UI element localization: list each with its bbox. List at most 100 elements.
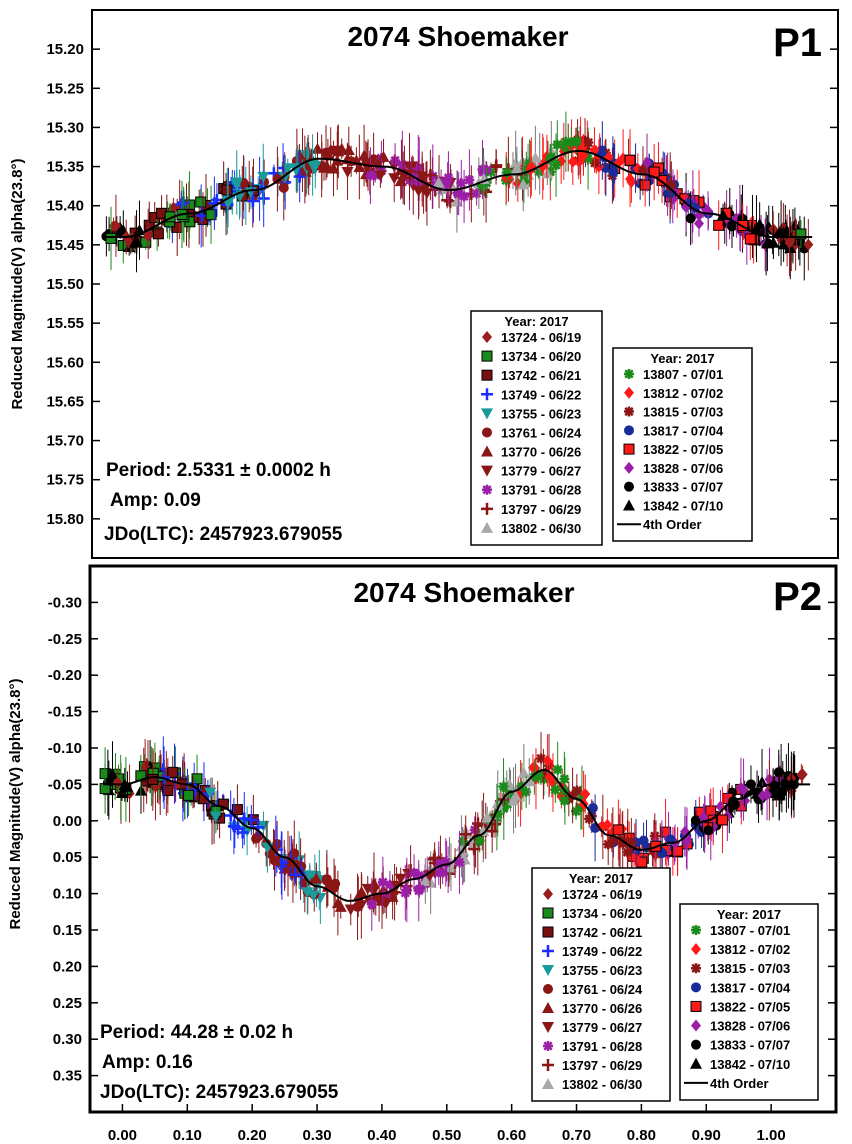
data-points — [101, 111, 814, 281]
data-point — [502, 799, 513, 810]
data-point — [571, 806, 582, 817]
legend-marker — [543, 1041, 553, 1051]
data-point — [167, 766, 179, 778]
data-point — [230, 179, 243, 191]
data-point — [409, 867, 420, 878]
legend-marker — [623, 443, 635, 455]
legend-marker — [691, 963, 701, 974]
y-tick-label: -0.05 — [48, 776, 82, 793]
legend-entry-label: 13797 - 06/29 — [562, 1058, 642, 1073]
legend-entry-label: 13770 - 06/26 — [562, 1001, 642, 1016]
legend-marker — [542, 1022, 554, 1033]
data-point — [735, 781, 746, 794]
x-tick-label: 0.80 — [627, 1127, 656, 1144]
y-tick-label: 15.60 — [46, 354, 84, 371]
data-point — [529, 151, 542, 163]
data-point — [140, 760, 151, 773]
legend-entry-label: 13797 - 06/29 — [501, 502, 581, 517]
data-point — [373, 895, 386, 907]
data-point — [796, 768, 807, 781]
x-axis-ticks: 0.00 0.10 0.20 0.30 0.40 0.50 0.60 0.70 0.80 0.90… — [108, 1104, 786, 1144]
data-point — [510, 162, 523, 174]
legend-marker — [691, 982, 701, 993]
legend-entry-label: 13749 - 06/22 — [501, 387, 581, 402]
data-point — [414, 883, 425, 894]
data-point — [665, 180, 676, 191]
data-point — [517, 178, 530, 190]
y-tick-label: 0.10 — [53, 886, 82, 903]
panel-label: P2 — [773, 575, 822, 619]
legend-marker — [482, 331, 492, 343]
y-tick-label: 15.80 — [46, 511, 84, 528]
data-point — [567, 155, 578, 168]
data-point — [175, 198, 188, 211]
legend-marker — [624, 369, 634, 379]
data-point — [388, 173, 401, 185]
data-point — [784, 236, 795, 249]
data-point — [209, 811, 222, 823]
data-point — [550, 784, 561, 795]
legend-marker — [482, 484, 492, 495]
legend-marker — [481, 521, 493, 533]
y-tick-label: -0.30 — [48, 594, 82, 611]
data-point — [459, 828, 472, 841]
data-point — [776, 787, 787, 798]
y-tick-label: 15.20 — [46, 41, 84, 58]
data-point — [442, 175, 453, 186]
data-point — [600, 162, 611, 173]
data-point — [773, 767, 784, 778]
data-point — [785, 777, 798, 789]
y-tick-label: -0.25 — [48, 631, 82, 648]
data-point — [474, 835, 485, 846]
data-point — [247, 195, 260, 208]
data-point — [624, 154, 636, 166]
data-point — [278, 182, 289, 193]
data-point — [238, 812, 251, 825]
y-tick-label: 0.00 — [53, 813, 82, 830]
data-point — [412, 186, 425, 198]
data-point — [110, 219, 121, 232]
fit-curve — [105, 149, 813, 238]
data-point — [335, 142, 348, 154]
data-point — [152, 228, 164, 240]
data-point — [486, 825, 499, 838]
legend-title: Year: 2017 — [569, 871, 633, 886]
data-point — [341, 166, 354, 178]
data-point — [310, 872, 323, 884]
data-point — [583, 137, 594, 148]
legend-entry-label: 13828 - 07/06 — [643, 461, 723, 476]
y-axis-ticks: 15.20 15.25 15.30 15.35 15.40 15.45 15.50 15.55… — [46, 41, 838, 528]
legend-entry-label: 13842 - 07/10 — [710, 1057, 790, 1072]
fit-line — [105, 149, 813, 238]
legend-entry-label: 13791 - 06/28 — [501, 483, 581, 498]
data-point — [406, 161, 419, 173]
data-point — [437, 867, 448, 878]
data-point — [358, 149, 371, 161]
legend-entry-label: 13770 - 06/26 — [501, 445, 581, 460]
data-point — [552, 764, 563, 775]
legend-marker — [542, 945, 554, 957]
x-tick-label: 0.60 — [497, 1127, 526, 1144]
data-point — [116, 787, 129, 799]
legend-marker — [481, 465, 493, 477]
data-point — [311, 142, 324, 154]
legend-marker — [481, 369, 493, 381]
legend-marker — [542, 1002, 554, 1013]
data-point — [106, 768, 119, 780]
data-point — [608, 166, 619, 177]
legend-entry-label: 13761 - 06/24 — [501, 425, 582, 440]
data-point — [464, 175, 475, 186]
data-point — [713, 219, 725, 231]
panel-p2: -0.30 -0.25 -0.20 -0.15 -0.10 -0.05 0.00 0.05 0.… — [7, 564, 838, 1144]
data-point — [626, 837, 637, 848]
legend-entry-label: 13817 - 07/04 — [710, 980, 791, 995]
data-point — [365, 170, 376, 181]
panel-label: P1 — [773, 21, 822, 65]
legend-marker — [482, 427, 492, 438]
data-point — [490, 160, 503, 173]
legend-marker — [624, 481, 634, 492]
legend-marker — [624, 386, 634, 399]
legend-marker — [542, 926, 554, 938]
data-point — [685, 213, 696, 224]
